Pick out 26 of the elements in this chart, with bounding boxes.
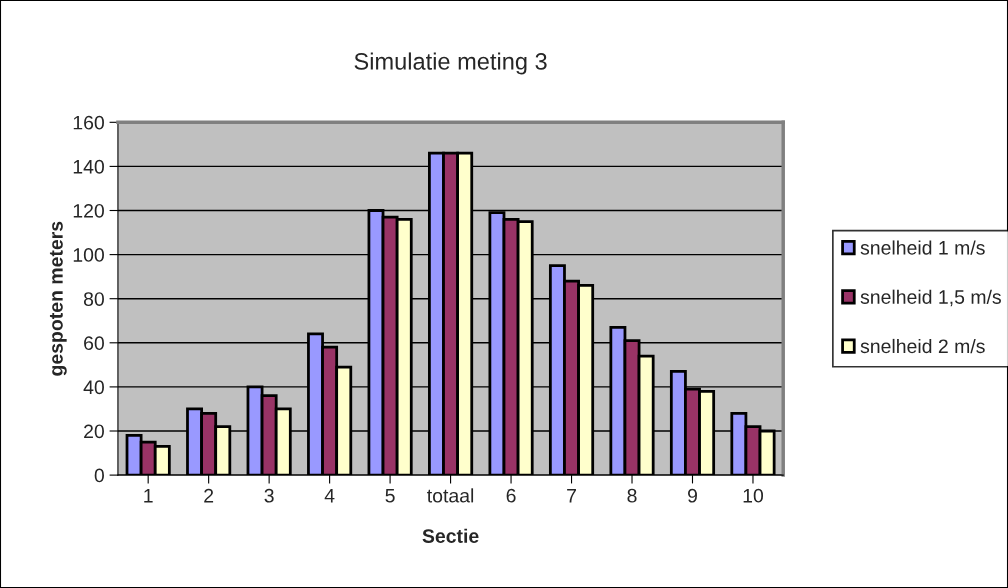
y-tick-label: 60 <box>84 336 104 351</box>
legend-label: snelheid 1,5 m/s <box>860 289 1001 307</box>
x-tick-label: 4 <box>324 489 335 503</box>
y-axis-title: gespoten meters <box>49 221 67 376</box>
y-tick-label: 80 <box>83 292 104 306</box>
y-tick-label: 20 <box>84 424 104 439</box>
chart-title: Simulatie meting 3 <box>354 52 547 75</box>
x-tick-label: 1 <box>144 489 153 503</box>
y-tick-label: 40 <box>83 380 104 395</box>
x-tick-label: 5 <box>385 489 395 503</box>
x-tick-label: 6 <box>506 488 516 503</box>
x-tick-label: 2 <box>204 488 214 503</box>
x-tick-label: 3 <box>264 488 274 503</box>
y-tick-label: 100 <box>73 248 104 262</box>
x-tick-label: 10 <box>743 488 764 503</box>
legend-label: snelheid 2 m/s <box>860 338 985 354</box>
x-tick-label: 7 <box>567 489 576 503</box>
y-tick-label: 160 <box>73 115 104 130</box>
x-tick-label: 8 <box>627 488 637 503</box>
legend-label: snelheid 1 m/s <box>860 240 985 255</box>
x-axis-title: Sectie <box>422 528 479 543</box>
x-tick-label: 9 <box>688 488 697 503</box>
x-tick-label: totaal <box>427 488 474 503</box>
y-tick-label: 120 <box>73 203 104 218</box>
y-tick-label: 0 <box>94 468 104 483</box>
y-tick-label: 140 <box>73 159 104 174</box>
